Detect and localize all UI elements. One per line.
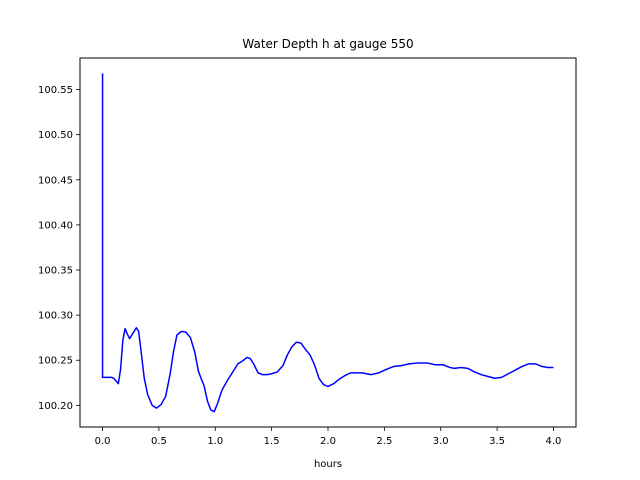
x-tick-label: 2.5 — [376, 436, 392, 447]
x-tick-label: 3.5 — [489, 436, 505, 447]
series-line-0 — [101, 73, 554, 413]
x-tick-label: 3.0 — [433, 436, 449, 447]
y-tick-label: 100.45 — [38, 175, 73, 186]
x-axis: 0.0 0.5 1.0 1.5 2.0 2.5 3.0 3.5 4.0 — [95, 427, 562, 447]
y-tick-label: 100.20 — [38, 401, 73, 412]
x-tick-label: 0.0 — [95, 436, 111, 447]
axes-background — [80, 58, 576, 427]
x-tick-label: 2.0 — [320, 436, 336, 447]
y-tick-label: 100.50 — [38, 130, 73, 141]
y-tick-label: 100.35 — [38, 266, 73, 277]
x-tick-label: 1.0 — [207, 436, 223, 447]
x-tick-label: 4.0 — [546, 436, 562, 447]
y-tick-label: 100.30 — [38, 311, 73, 322]
x-tick-label: 0.5 — [151, 436, 167, 447]
series-layer — [101, 73, 554, 413]
x-tick-label: 1.5 — [264, 436, 280, 447]
y-tick-label: 100.55 — [38, 85, 73, 96]
y-tick-label: 100.40 — [38, 220, 73, 231]
y-tick-label: 100.25 — [38, 356, 73, 367]
y-axis: 100.20 100.25 100.30 100.35 100.40 100.45 100.… — [38, 85, 80, 412]
chart-title: Water Depth h at gauge 550 — [242, 37, 413, 51]
x-axis-label: hours — [314, 459, 342, 470]
plot-area — [79, 57, 577, 428]
